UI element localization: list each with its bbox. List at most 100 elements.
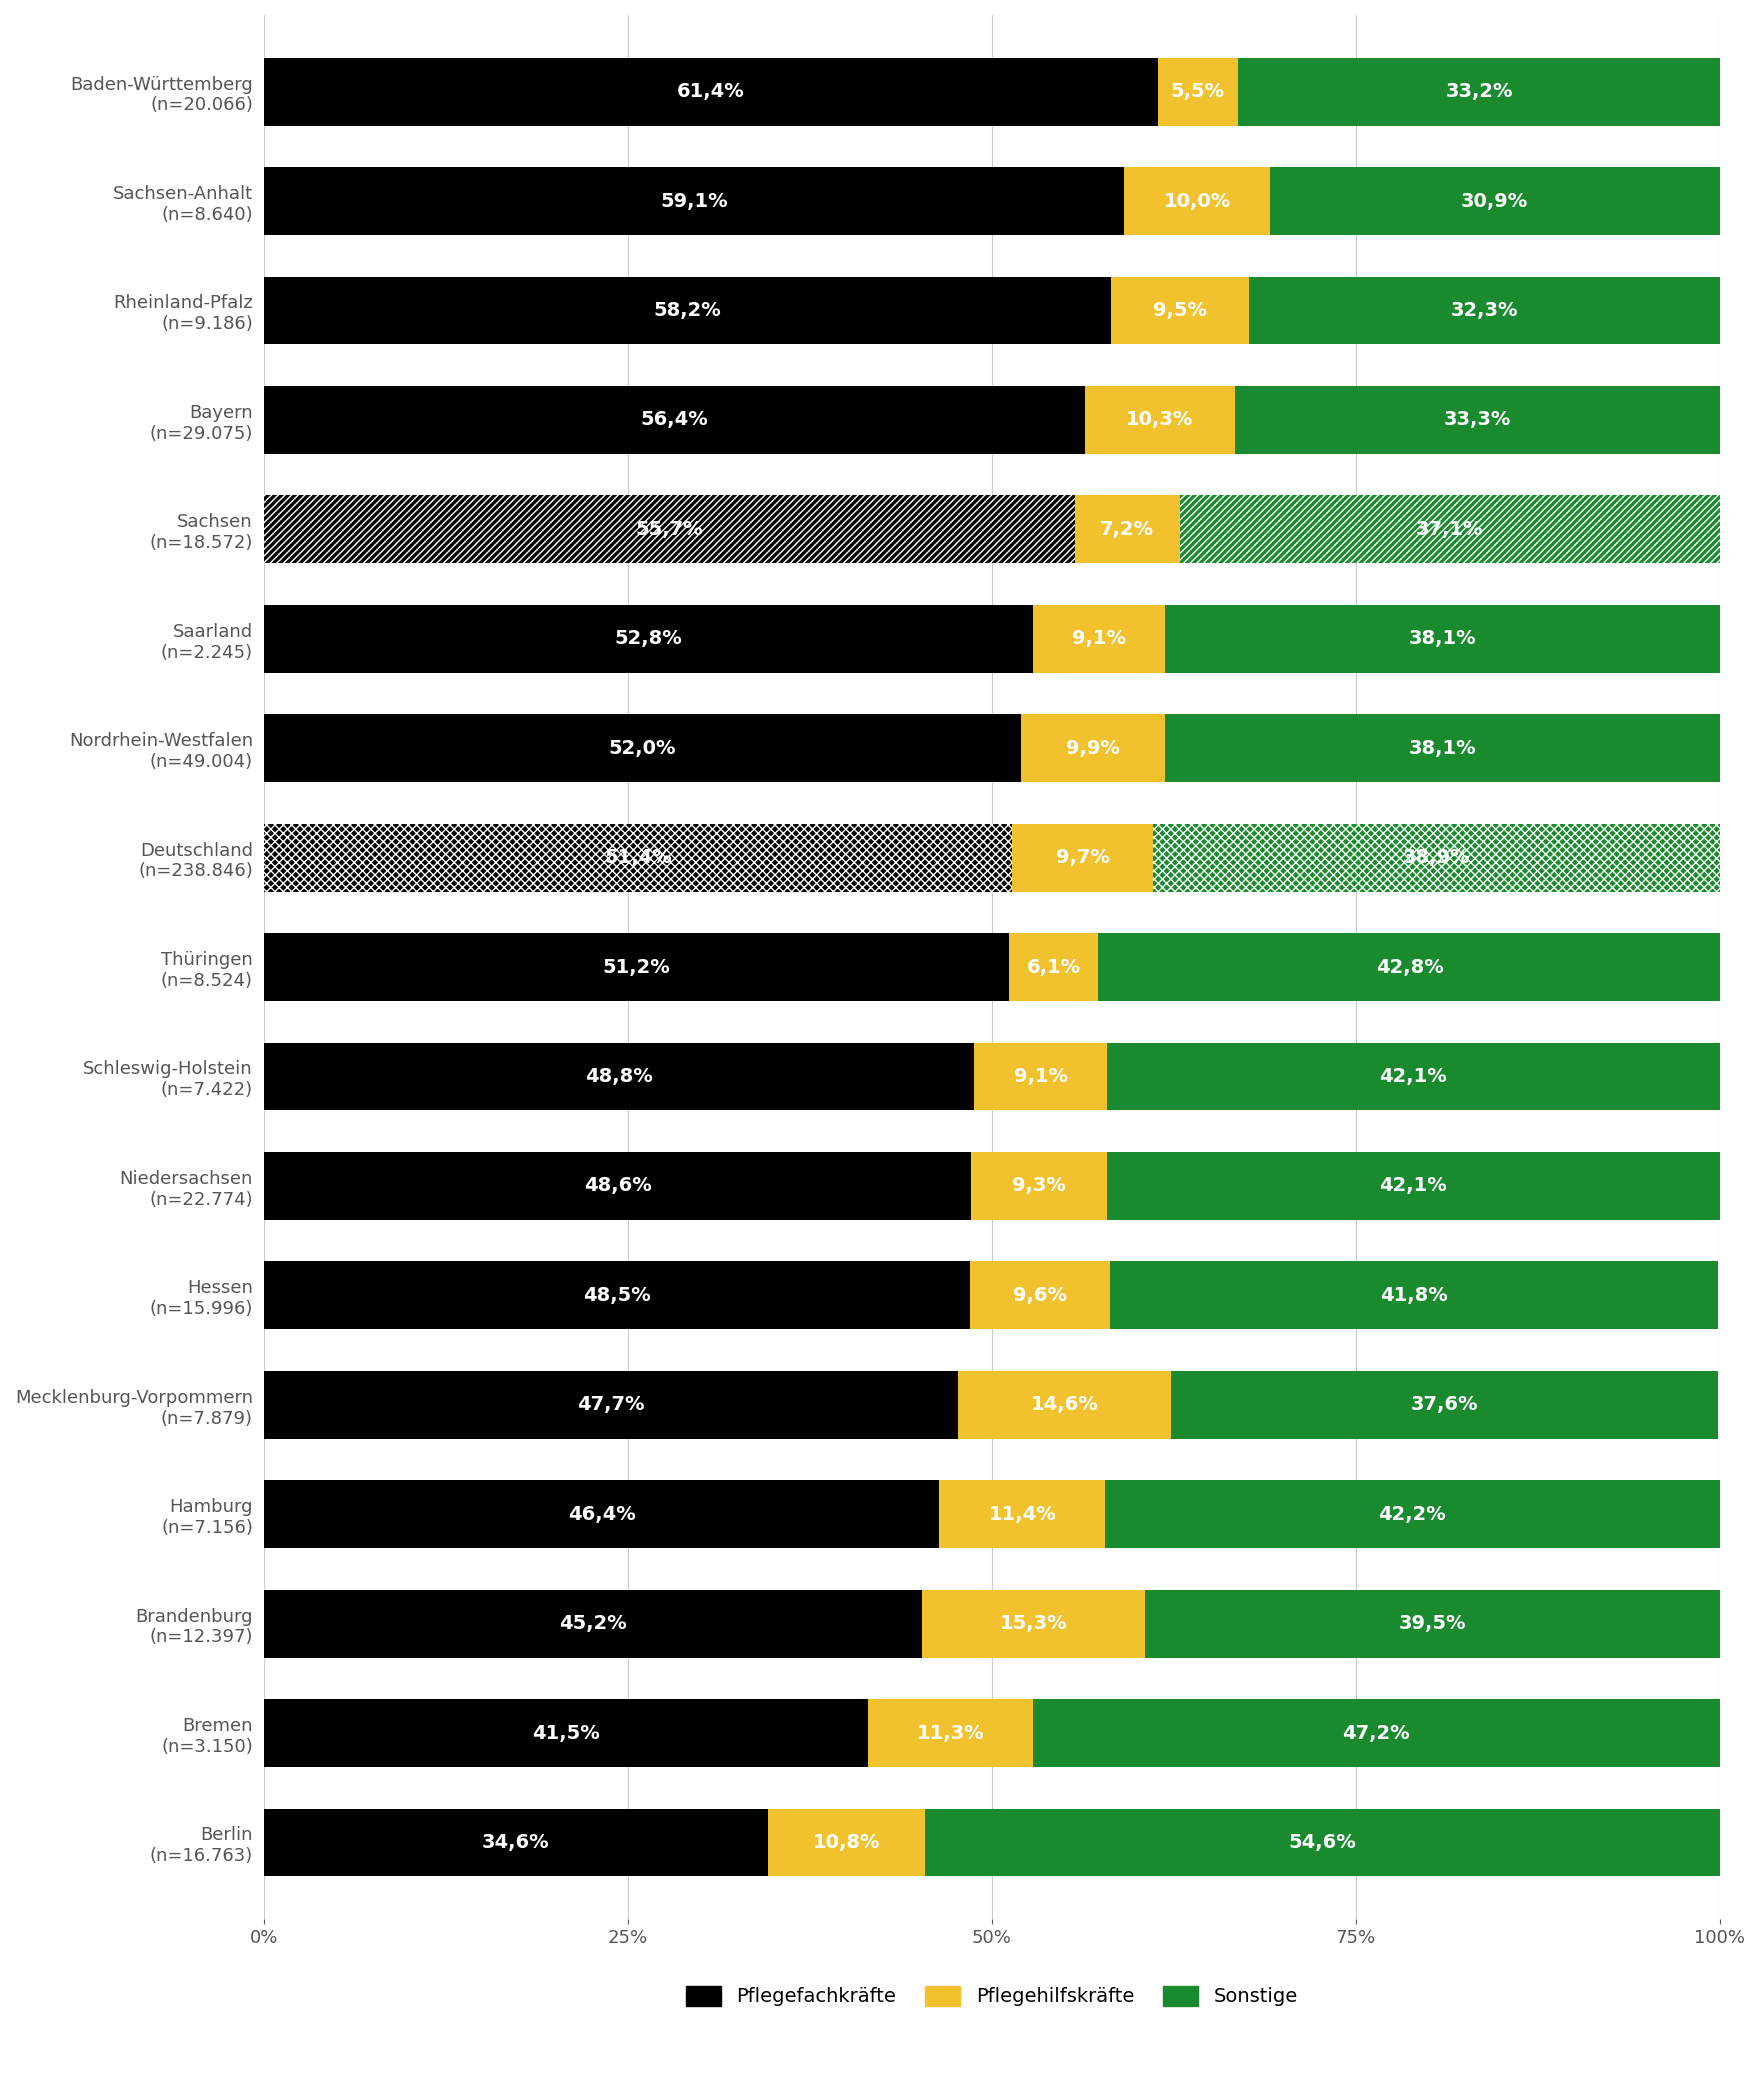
Bar (264, 1371, 959, 1439)
Text: 10,8%: 10,8% (813, 1833, 880, 1852)
Bar (1237, 59, 1721, 126)
Bar (264, 1262, 970, 1329)
Text: 15,3%: 15,3% (1000, 1615, 1067, 1634)
Text: 42,1%: 42,1% (1380, 1067, 1447, 1086)
Bar (264, 1590, 922, 1657)
Bar (1105, 1480, 1720, 1548)
Bar (1033, 604, 1165, 673)
Bar (264, 1480, 940, 1548)
Text: 30,9%: 30,9% (1461, 191, 1528, 210)
Bar (264, 715, 1021, 782)
Bar (1012, 824, 1153, 891)
Text: 46,4%: 46,4% (568, 1506, 635, 1525)
Bar (1236, 386, 1720, 453)
Text: 41,8%: 41,8% (1380, 1285, 1448, 1304)
Bar (264, 1808, 767, 1877)
Text: 47,7%: 47,7% (577, 1395, 644, 1413)
Text: 42,2%: 42,2% (1378, 1506, 1447, 1525)
Text: 9,5%: 9,5% (1153, 302, 1207, 321)
Bar (1165, 715, 1720, 782)
Text: 61,4%: 61,4% (678, 82, 744, 101)
Bar (1125, 168, 1269, 235)
Bar (1153, 824, 1720, 891)
Bar (1012, 824, 1153, 891)
Bar (922, 1590, 1144, 1657)
Text: 6,1%: 6,1% (1026, 958, 1081, 977)
Bar (264, 824, 1012, 891)
Text: 42,8%: 42,8% (1376, 958, 1443, 977)
Bar (975, 1042, 1107, 1111)
Text: 9,1%: 9,1% (1072, 629, 1126, 648)
Text: 33,2%: 33,2% (1445, 82, 1514, 101)
Bar (1098, 933, 1721, 1000)
Text: 9,3%: 9,3% (1012, 1176, 1067, 1195)
Bar (940, 1480, 1105, 1548)
Text: 47,2%: 47,2% (1343, 1724, 1410, 1743)
Text: 51,2%: 51,2% (604, 958, 671, 977)
Bar (1075, 495, 1179, 564)
Bar (264, 604, 1033, 673)
Bar (264, 495, 1075, 564)
Bar (264, 1042, 975, 1111)
Text: 14,6%: 14,6% (1031, 1395, 1098, 1413)
Bar (1075, 495, 1179, 564)
Text: 32,3%: 32,3% (1450, 302, 1519, 321)
Bar (970, 1262, 1111, 1329)
Text: 41,5%: 41,5% (532, 1724, 600, 1743)
Text: 10,3%: 10,3% (1126, 411, 1193, 430)
Bar (264, 277, 1111, 344)
Bar (1107, 1042, 1720, 1111)
Text: 51,4%: 51,4% (604, 847, 672, 866)
Bar (972, 1151, 1107, 1220)
Bar (1008, 933, 1098, 1000)
Text: 39,5%: 39,5% (1397, 1615, 1466, 1634)
Bar (1153, 824, 1720, 891)
Bar (264, 1151, 972, 1220)
Text: 10,0%: 10,0% (1163, 191, 1230, 210)
Bar (264, 1699, 868, 1768)
Text: 54,6%: 54,6% (1288, 1833, 1355, 1852)
Bar (1107, 1151, 1720, 1220)
Text: 56,4%: 56,4% (641, 411, 709, 430)
Bar (959, 1371, 1170, 1439)
Bar (1158, 59, 1237, 126)
Text: 9,6%: 9,6% (1012, 1285, 1067, 1304)
Bar (1033, 1699, 1720, 1768)
Legend: Pflegefachkräfte, Pflegehilfskräfte, Sonstige: Pflegefachkräfte, Pflegehilfskräfte, Son… (678, 1977, 1306, 2013)
Text: 11,4%: 11,4% (989, 1506, 1056, 1525)
Text: 33,3%: 33,3% (1443, 411, 1510, 430)
Text: 7,2%: 7,2% (1100, 520, 1155, 539)
Bar (1084, 386, 1236, 453)
Bar (868, 1699, 1033, 1768)
Text: 48,8%: 48,8% (586, 1067, 653, 1086)
Text: 42,1%: 42,1% (1380, 1176, 1447, 1195)
Text: 5,5%: 5,5% (1170, 82, 1225, 101)
Bar (1179, 495, 1720, 564)
Text: 38,1%: 38,1% (1408, 629, 1477, 648)
Text: 37,1%: 37,1% (1415, 520, 1484, 539)
Bar (1144, 1590, 1720, 1657)
Bar (264, 168, 1125, 235)
Text: 11,3%: 11,3% (917, 1724, 984, 1743)
Text: 9,7%: 9,7% (1056, 847, 1111, 866)
Text: 58,2%: 58,2% (653, 302, 722, 321)
Bar (1165, 604, 1720, 673)
Text: 52,8%: 52,8% (614, 629, 683, 648)
Bar (1111, 277, 1250, 344)
Bar (264, 824, 1012, 891)
Bar (1269, 168, 1720, 235)
Bar (1111, 1262, 1718, 1329)
Text: 55,7%: 55,7% (635, 520, 704, 539)
Bar (1170, 1371, 1718, 1439)
Bar (1179, 495, 1720, 564)
Text: 9,1%: 9,1% (1014, 1067, 1068, 1086)
Bar (1250, 277, 1720, 344)
Text: 52,0%: 52,0% (609, 738, 676, 757)
Bar (1021, 715, 1165, 782)
Text: 59,1%: 59,1% (660, 191, 729, 210)
Text: 37,6%: 37,6% (1412, 1395, 1478, 1413)
Bar (264, 386, 1084, 453)
Text: 45,2%: 45,2% (560, 1615, 627, 1634)
Text: 48,6%: 48,6% (584, 1176, 651, 1195)
Bar (767, 1808, 924, 1877)
